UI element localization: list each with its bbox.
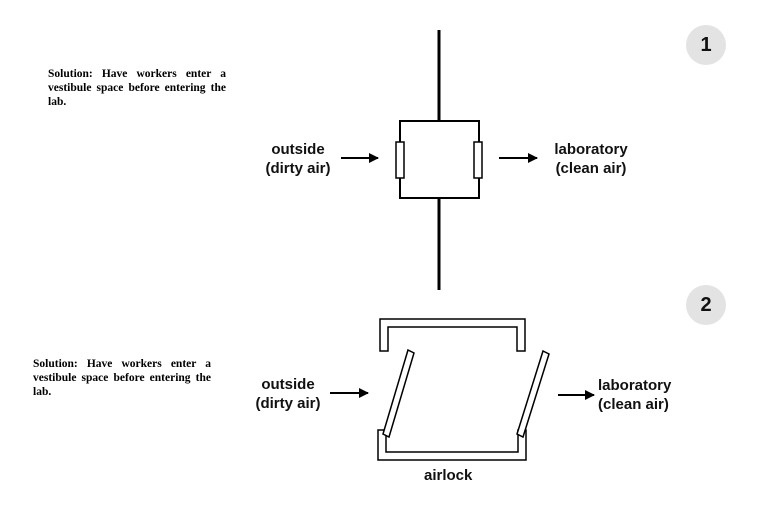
airlock-label: airlock [424,467,473,484]
airlock-tray [377,429,527,461]
outer-door [395,141,405,179]
lab-label-line2: (clean air) [555,160,627,177]
outside-label-line2: (dirty air) [265,160,331,177]
lab-label-line1: laboratory [598,377,672,394]
left-door-panel [382,348,415,439]
outside-label-2: outside (dirty air) [248,375,328,413]
top-cap [379,318,526,352]
panel-1-diagram [341,30,538,290]
solution-text-1: Solution: Have workers enter a vestibule… [48,68,226,108]
outside-label-1: outside (dirty air) [258,140,338,178]
right-door-panel [516,349,550,439]
lab-label-2: laboratory (clean air) [598,376,698,414]
vestibule-box [399,120,480,199]
lab-label-line1: laboratory [554,141,628,158]
lab-label-line2: (clean air) [598,396,669,413]
outside-label-line1: outside [261,376,315,393]
panel-2-diagram [330,318,595,461]
solution-text-2: Solution: Have workers enter a vestibule… [33,358,211,398]
outside-label-line2: (dirty air) [255,395,321,412]
step-badge-2: 2 [686,285,726,325]
lab-label-1: laboratory (clean air) [546,140,636,178]
step-badge-1: 1 [686,25,726,65]
inner-door [473,141,483,179]
outside-label-line1: outside [271,141,325,158]
